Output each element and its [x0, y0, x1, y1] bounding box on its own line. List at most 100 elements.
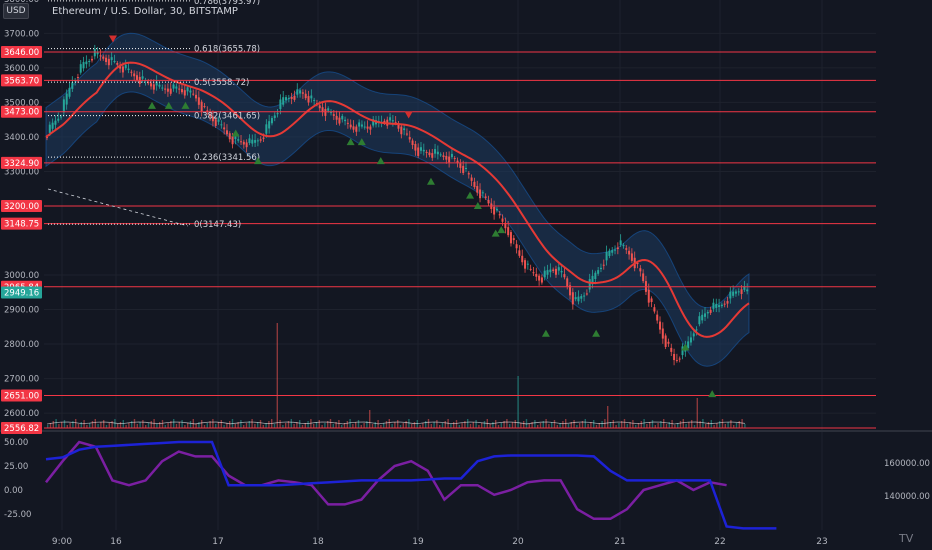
buy-signal-marker: [357, 138, 366, 146]
buy-signal-marker: [164, 101, 173, 109]
oscillator-tick-label: 50.00: [4, 438, 28, 448]
volume-bar: [301, 425, 304, 428]
volume-bar: [240, 420, 242, 428]
buy-signal-marker: [346, 138, 355, 146]
level-label-box: [1, 74, 42, 87]
candle-body: [689, 337, 692, 343]
candle-body: [436, 151, 439, 155]
volume-bar: [103, 420, 105, 428]
volume-bar: [607, 406, 609, 428]
volume-bar: [349, 419, 351, 428]
fib-label: 0.618(3655.78): [194, 45, 260, 55]
buy-signal-marker: [181, 101, 190, 109]
volume-bar: [528, 424, 530, 428]
candle-body: [248, 138, 251, 144]
buy-signal-marker: [376, 157, 385, 165]
candle-body: [462, 165, 465, 173]
candle-body: [706, 311, 709, 314]
time-tick-label: 19: [412, 537, 424, 547]
volume-bar: [248, 421, 250, 428]
volume-bar: [542, 421, 544, 428]
candle-body: [718, 305, 721, 308]
candle-body: [389, 117, 392, 121]
candle-body: [734, 291, 737, 294]
volume-bar: [299, 420, 301, 428]
volume-bar: [63, 420, 66, 428]
candle-body: [698, 316, 701, 325]
volume-bar: [170, 421, 172, 428]
volume-bar: [520, 423, 522, 428]
sell-signal-marker: [404, 111, 413, 119]
fib-trend-line: [47, 188, 189, 227]
tradingview-logo[interactable]: TV: [899, 532, 914, 545]
currency-button[interactable]: USD: [3, 3, 29, 19]
volume-bar: [105, 425, 108, 428]
candle-body: [656, 314, 659, 321]
candle-body: [540, 277, 543, 283]
volume-bar: [167, 423, 169, 428]
volume-bar: [691, 420, 693, 428]
candle-body: [630, 253, 633, 261]
candle-body: [512, 238, 515, 241]
oscillator-tick-label: 25.00: [4, 462, 28, 472]
candle-body: [614, 249, 617, 251]
level-label: 3200.00: [4, 202, 39, 212]
candle-body: [93, 49, 96, 57]
fib-label: 0.5(3558.72): [194, 78, 249, 88]
candle-body: [419, 147, 422, 151]
candle-body: [729, 291, 732, 299]
volume-bar: [562, 421, 564, 428]
volume-bar: [478, 425, 480, 428]
volume-bar: [69, 423, 71, 428]
candle-body: [237, 139, 240, 141]
volume-bar: [531, 422, 533, 428]
volume-bar: [461, 423, 463, 428]
volume-bar: [343, 423, 346, 428]
candle-body: [518, 250, 521, 256]
candle-body: [71, 82, 74, 89]
volume-bar: [573, 420, 575, 428]
price-tick-label: 3000.00: [4, 271, 39, 281]
candle-body: [732, 291, 735, 296]
candle-body: [183, 90, 186, 96]
candle-body: [563, 274, 566, 278]
volume-bar: [651, 420, 654, 428]
candle-body: [543, 270, 546, 278]
volume-bar: [506, 419, 508, 428]
fib-label: 0.236(3341.56): [194, 153, 260, 163]
candle-body: [650, 298, 653, 303]
volume-bar: [352, 424, 354, 428]
volume-bar: [674, 425, 676, 428]
volume-bar: [290, 419, 292, 428]
volume-bar: [366, 421, 368, 428]
candle-body: [107, 58, 110, 66]
candle-body: [197, 97, 200, 105]
volume-bar: [475, 420, 477, 428]
candle-body: [557, 267, 560, 271]
volume-bar: [55, 419, 57, 428]
current-price-box: [1, 286, 42, 299]
volume-bar: [212, 419, 214, 428]
volume-bar: [175, 424, 178, 428]
volume-bar: [357, 420, 360, 428]
candle-body: [715, 303, 718, 308]
volume-bar: [567, 424, 570, 428]
volume-bar: [388, 419, 390, 428]
volume-bar: [439, 425, 441, 428]
volume-bar: [559, 423, 561, 428]
level-label: 2651.00: [4, 391, 39, 401]
volume-bar: [601, 421, 603, 428]
candle-body: [664, 335, 667, 347]
volume-bar: [128, 423, 130, 428]
volume-bar: [590, 422, 592, 428]
candle-body: [366, 126, 369, 129]
volume-bar: [615, 425, 617, 428]
volume-bar: [66, 425, 68, 428]
candle-body: [611, 250, 614, 253]
volume-bar: [453, 422, 455, 428]
volume-bar: [223, 425, 225, 428]
candle-body: [335, 115, 338, 120]
volume-bar: [436, 420, 438, 428]
volume-bar: [142, 420, 144, 428]
